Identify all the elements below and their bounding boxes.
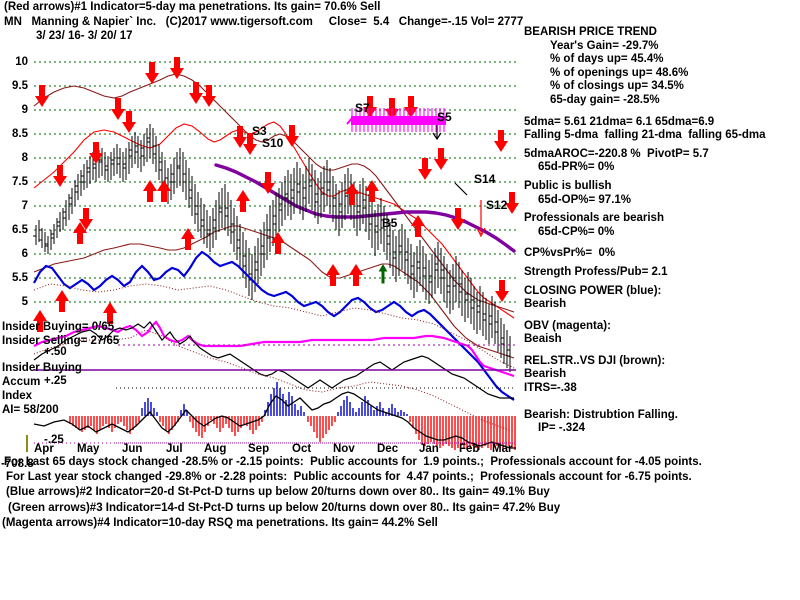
month-feb: Feb xyxy=(459,443,480,455)
signal-label-s3[interactable]: S3 xyxy=(252,124,267,138)
footer-year-summary: For Last year stock changed -29.8% or -2… xyxy=(6,471,692,484)
level-minus-25: -.25 xyxy=(44,434,64,446)
chart-canvas xyxy=(26,57,519,452)
signal-label-s12[interactable]: S12 xyxy=(486,198,508,212)
indicator-1-headline: (Red arrows)#1 Indicator=5-day ma penetr… xyxy=(4,1,381,13)
month-aug: Aug xyxy=(204,443,227,455)
pct-closings-up: % of closings up= 34.5% xyxy=(550,80,684,93)
month-nov: Nov xyxy=(333,443,355,455)
ytick-9: 9 xyxy=(21,104,28,116)
closing-power-title: CLOSING POWER (blue): xyxy=(524,284,662,297)
op-pct: 65d-OP%= 97.1% xyxy=(538,193,632,206)
closing-power-line-blue xyxy=(33,250,515,401)
signal-label-s7[interactable]: S7 xyxy=(355,101,370,115)
spacer xyxy=(524,239,798,247)
accum-index-line-black xyxy=(33,391,516,449)
ytick-6: 6 xyxy=(21,248,28,260)
insider-selling-count: Insider Selling= 27/65 xyxy=(2,335,120,347)
accum-title-line3: Index xyxy=(2,390,33,402)
relstr-value: Bearish xyxy=(524,368,567,381)
trend-title: BEARISH PRICE TREND xyxy=(524,26,657,38)
spacer xyxy=(524,108,798,116)
insider-buying-count: Insider Buying= 0/65 xyxy=(2,321,115,333)
indicator-3-headline: (Green arrows)#3 Indicator=14-d St-Pct-D… xyxy=(8,501,561,514)
price-bars xyxy=(33,124,511,372)
signal-label-s5[interactable]: S5 xyxy=(437,110,452,124)
sell-arrow-red-thin xyxy=(476,200,486,238)
obv-value: Beaish xyxy=(524,333,562,346)
accum-title-line2: Accum xyxy=(2,376,41,388)
aroc-pivot: 5dmaAROC=-220.8 % PivotP= 5.7 xyxy=(524,147,709,160)
price-chart[interactable] xyxy=(0,40,520,452)
month-oct: Oct xyxy=(292,443,312,455)
value-minus-708: -708.8 xyxy=(1,458,34,470)
cp-vs-pr: CP%vsPr%= 0% xyxy=(524,247,616,260)
month-sep: Sep xyxy=(248,443,270,455)
accum-title-line1: Insider Buying xyxy=(2,362,82,374)
professional-sentiment: Professionals are bearish xyxy=(524,212,664,225)
signal-label-s10[interactable]: S10 xyxy=(262,136,284,150)
ytick-7.5: 7.5 xyxy=(12,176,28,188)
relstr-title: REL.STR..VS DJI (brown): xyxy=(524,354,666,367)
level-plus-50: +.50 xyxy=(44,346,67,358)
dma-direction: Falling 5-dma falling 21-dma falling 65-… xyxy=(524,129,766,142)
signal-label-b5[interactable]: B5 xyxy=(382,216,398,230)
month-jun: Jun xyxy=(122,443,143,455)
spacer xyxy=(524,347,798,355)
pct-openings-up: % of openings up= 48.6% xyxy=(550,66,689,79)
buy-arrows-green-thin xyxy=(378,264,388,284)
date-range-label: 3/ 23/ 16- 3/ 20/ 17 xyxy=(36,30,133,42)
dotted-brown-guides xyxy=(33,283,515,433)
day65-gain: 65-day gain= -28.5% xyxy=(550,93,660,106)
ytick-8.5: 8.5 xyxy=(12,128,28,140)
pr-pct: 65d-PR%= 0% xyxy=(538,161,615,174)
magenta-rsq-band xyxy=(346,108,447,132)
spacer xyxy=(524,312,798,320)
ytick-10: 10 xyxy=(15,56,28,68)
month-may: May xyxy=(77,443,100,455)
pct-days-up: % of days up= 45.4% xyxy=(550,53,664,66)
spacer xyxy=(524,396,798,404)
month-jul: Jul xyxy=(166,443,183,455)
dma-values: 5dma= 5.61 21dma= 6.1 65dma=6.9 xyxy=(524,115,715,128)
x-axis-month-labels: Apr May Jun Jul Aug Sep Oct Nov Dec Jan … xyxy=(0,443,520,457)
obv-black-overlay-line xyxy=(33,321,514,399)
analysis-info-panel: BEARISH PRICE TREND Year's Gain= -29.7% … xyxy=(524,26,798,436)
month-apr: Apr xyxy=(34,443,54,455)
ytick-5.5: 5.5 xyxy=(12,272,28,284)
ytick-7: 7 xyxy=(21,200,28,212)
month-jan: Jan xyxy=(419,443,439,455)
buy-arrows-red xyxy=(33,180,425,332)
ytick-5: 5 xyxy=(21,296,28,308)
indicator-4-headline: (Magenta arrows)#4 Indicator=10-day RSQ … xyxy=(2,516,438,529)
sell-arrows-red xyxy=(35,57,519,302)
distribution-status: Bearish: Distrubtion Falling. xyxy=(524,408,678,421)
ytick-8: 8 xyxy=(21,152,28,164)
signal-label-s14[interactable]: S14 xyxy=(474,172,496,186)
ytick-9.5: 9.5 xyxy=(12,80,28,92)
month-dec: Dec xyxy=(377,443,399,455)
accumulation-histogram xyxy=(69,382,516,450)
footer-65day-summary: For Last 65 days stock changed -28.5% or… xyxy=(4,456,702,468)
years-gain: Year's Gain= -29.7% xyxy=(550,39,659,52)
level-plus-25: +.25 xyxy=(44,375,67,387)
obv-title: OBV (magenta): xyxy=(524,319,611,332)
public-sentiment: Public is bullish xyxy=(524,179,612,192)
footer-notes: For Last 65 days stock changed -28.5% or… xyxy=(0,455,800,531)
indicator-2-headline: (Blue arrows)#2 Indicator=20-d St-Pct-D … xyxy=(6,486,550,499)
ai-value: AI= 58/200 xyxy=(2,404,59,416)
month-mar: Mar xyxy=(492,443,513,455)
closing-power-value: Bearish xyxy=(524,298,567,311)
cp-pct: 65d-CP%= 0% xyxy=(538,225,615,238)
ip-value: IP= -.324 xyxy=(538,422,585,435)
strength-profess-pub: Strength Profess/Pub= 2.1 xyxy=(524,265,668,278)
itrs-value: ITRS=-.38 xyxy=(524,382,577,395)
ytick-6.5: 6.5 xyxy=(12,224,28,236)
lower-band-brown xyxy=(33,225,515,359)
ticker-info-line: MN Manning & Napier` Inc. (C)2017 www.ti… xyxy=(4,16,524,28)
